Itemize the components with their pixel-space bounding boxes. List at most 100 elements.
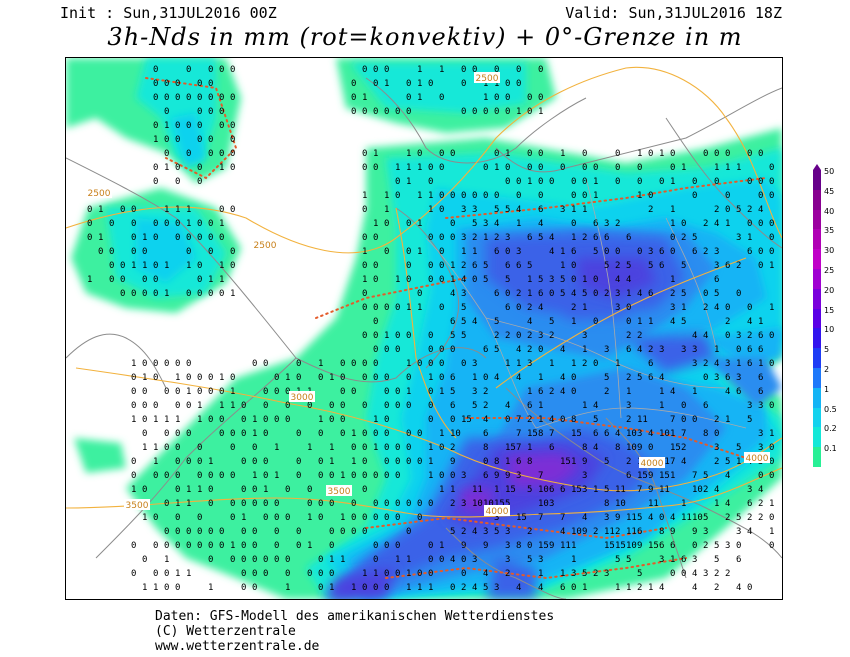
grid-value: 0: [230, 555, 235, 565]
grid-value: 2: [593, 527, 598, 537]
grid-value: 0: [769, 513, 774, 523]
grid-value: 0: [153, 219, 158, 229]
grid-value: 0: [406, 499, 411, 509]
grid-value: 5: [725, 457, 730, 467]
grid-value: 1: [131, 261, 136, 271]
grid-value: 0: [648, 443, 653, 453]
grid-value: 0: [131, 387, 136, 397]
grid-value: 1: [439, 429, 444, 439]
grid-value: 0: [692, 191, 697, 201]
grid-value: 0: [373, 429, 378, 439]
grid-value: 1: [384, 191, 389, 201]
grid-value: 0: [164, 359, 169, 369]
grid-value: 0: [626, 317, 631, 327]
grid-value: 2: [494, 233, 499, 243]
grid-value: 6: [593, 233, 598, 243]
grid-value: 0: [186, 359, 191, 369]
grid-value: 4: [692, 583, 697, 593]
grid-value: 1: [230, 387, 235, 397]
grid-value: 0: [417, 457, 422, 467]
grid-value: 9: [461, 541, 466, 551]
grid-value: 0: [670, 247, 675, 257]
grid-value: 8: [615, 443, 620, 453]
grid-value: 5: [703, 471, 708, 481]
grid-value: 1: [340, 555, 345, 565]
grid-value: 4: [505, 401, 510, 411]
grid-value: 6: [494, 289, 499, 299]
grid-value: 6: [538, 387, 543, 397]
grid-value: 1: [197, 415, 202, 425]
grid-value: 5: [538, 275, 543, 285]
map-title: 3h-Nds in mm (rot=konvektiv) + 0°-Grenze…: [107, 23, 743, 51]
grid-value: 0: [483, 107, 488, 117]
grid-value: 7: [670, 415, 675, 425]
grid-value: 0: [582, 177, 587, 187]
grid-value: 0: [373, 331, 378, 341]
grid-value: 3: [637, 429, 642, 439]
grid-value: 0: [428, 401, 433, 411]
grid-value: 10: [626, 443, 637, 453]
grid-value: 0: [670, 163, 675, 173]
grid-value: 0: [175, 219, 180, 229]
grid-value: 0: [747, 149, 752, 159]
grid-value: 3: [494, 513, 499, 523]
grid-value: 0: [384, 569, 389, 579]
grid-value: 0: [142, 247, 147, 257]
grid-values: 0 0 0 0 0 0 0 0 1 1 0 0 0 0 00 0 0 0 0 0 0 1 0 1 0 0 1 1 0 00 0 0 0 0 0 0 0 0…: [87, 65, 774, 593]
grid-value: 4: [659, 373, 664, 383]
grid-value: 1: [428, 443, 433, 453]
grid-value: 1: [428, 191, 433, 201]
grid-value: 4: [758, 205, 763, 215]
grid-value: 0: [362, 303, 367, 313]
grid-value: 0: [571, 177, 576, 187]
grid-value: 0: [263, 499, 268, 509]
grid-value: 0: [175, 359, 180, 369]
grid-value: 10: [615, 499, 626, 509]
grid-value: 1: [219, 275, 224, 285]
grid-value: 1: [659, 387, 664, 397]
grid-value: 0: [483, 191, 488, 201]
grid-value: 2: [615, 219, 620, 229]
grid-value: 0: [428, 261, 433, 271]
grid-value: 0: [164, 583, 169, 593]
grid-value: 0: [461, 107, 466, 117]
grid-value: 6: [516, 261, 521, 271]
grid-value: 15: [538, 541, 549, 551]
grid-value: 6: [549, 443, 554, 453]
grid-value: 5: [505, 499, 510, 509]
grid-value: 3: [505, 527, 510, 537]
grid-value: 0: [109, 261, 114, 271]
grid-value: 6: [648, 289, 653, 299]
grid-value: 0: [219, 527, 224, 537]
grid-value: 9: [450, 457, 455, 467]
grid-value: 0: [131, 205, 136, 215]
grid-value: 6: [593, 219, 598, 229]
grid-value: 15: [648, 541, 659, 551]
grid-value: 4: [714, 359, 719, 369]
contour-label: 4000: [746, 454, 769, 464]
grid-value: 1: [428, 583, 433, 593]
grid-value: 0: [351, 471, 356, 481]
grid-value: 3: [714, 247, 719, 257]
grid-value: 1: [670, 555, 675, 565]
grid-value: 0: [483, 373, 488, 383]
grid-value: 0: [131, 541, 136, 551]
grid-value: 0: [208, 471, 213, 481]
legend-swatch: [813, 407, 821, 428]
grid-value: 6: [450, 401, 455, 411]
grid-value: 0: [197, 373, 202, 383]
grid-value: 1: [175, 499, 180, 509]
grid-value: 0: [241, 583, 246, 593]
grid-value: 3: [549, 499, 554, 509]
grid-value: 10: [659, 429, 670, 439]
grid-value: 0: [175, 471, 180, 481]
legend-label: 25: [824, 266, 835, 275]
grid-value: 0: [164, 443, 169, 453]
grid-value: 6: [450, 373, 455, 383]
grid-value: 1: [714, 345, 719, 355]
grid-value: 0: [296, 471, 301, 481]
grid-value: 0: [175, 387, 180, 397]
grid-value: 1: [659, 401, 664, 411]
legend-swatch: [813, 170, 821, 190]
grid-value: 0: [373, 471, 378, 481]
